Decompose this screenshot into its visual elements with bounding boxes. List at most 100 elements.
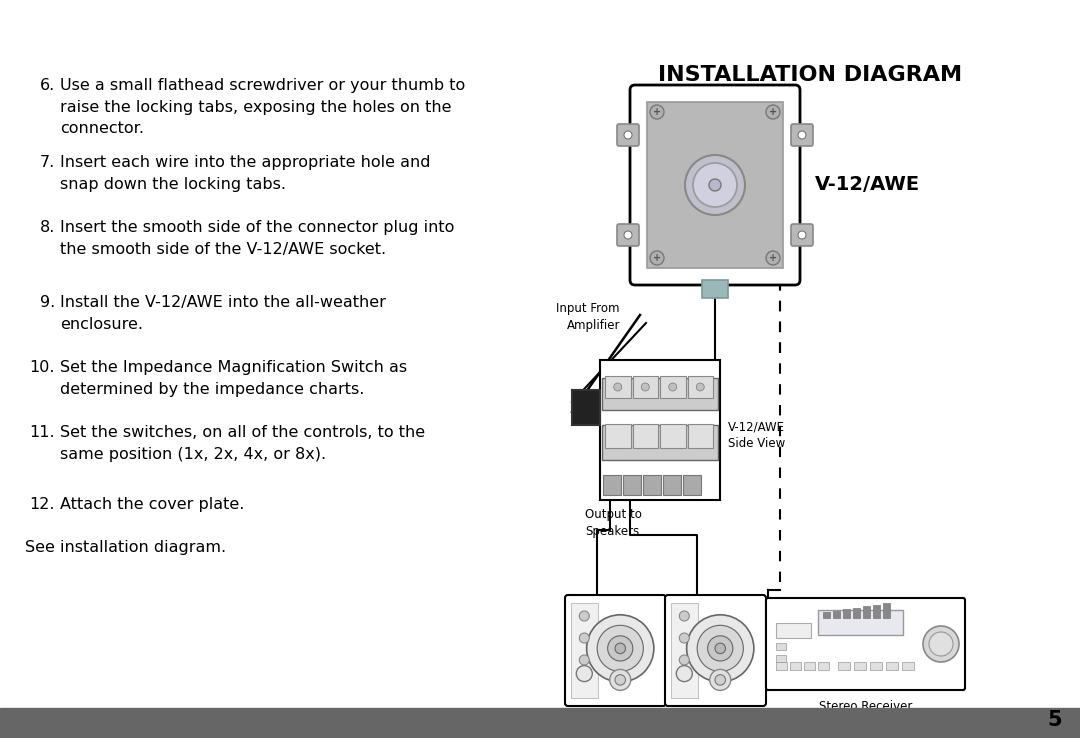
FancyBboxPatch shape [766,598,966,690]
Bar [873,604,880,618]
FancyBboxPatch shape [665,595,766,706]
Bar [804,662,815,670]
Bar [571,603,597,698]
Bar [902,662,914,670]
Circle shape [766,251,780,265]
Bar [818,662,829,670]
Bar [647,102,783,268]
Circle shape [697,383,704,391]
Text: Use a small flathead screwdriver or your thumb to
raise the locking tabs, exposi: Use a small flathead screwdriver or your… [60,78,465,137]
Text: +: + [653,107,661,117]
Text: +: + [769,253,778,263]
Circle shape [586,615,653,682]
Bar [789,662,801,670]
Bar [605,376,631,398]
Text: V-12/AWE
Side View: V-12/AWE Side View [728,420,785,450]
Bar [671,603,698,698]
Text: +: + [769,107,778,117]
Circle shape [693,163,737,207]
Bar [838,662,850,670]
Circle shape [715,675,726,685]
FancyBboxPatch shape [630,85,800,285]
Text: Set the switches, on all of the controls, to the
same position (1x, 2x, 4x, or 8: Set the switches, on all of the controls… [60,425,426,461]
Bar [600,360,720,500]
Circle shape [624,231,632,239]
Circle shape [615,675,625,685]
Bar [660,376,686,398]
Circle shape [798,231,806,239]
Circle shape [687,615,754,682]
Text: 8.: 8. [40,220,55,235]
Bar [777,662,787,670]
Circle shape [715,643,726,654]
Circle shape [698,625,743,672]
Circle shape [766,105,780,119]
Text: Stereo Receiver: Stereo Receiver [819,700,913,713]
Text: 9.: 9. [40,295,55,310]
Text: 7.: 7. [40,155,55,170]
Circle shape [685,155,745,215]
Circle shape [669,383,677,391]
Text: V-12/AWE: V-12/AWE [815,176,920,195]
Circle shape [579,655,590,665]
Bar [633,424,658,448]
Circle shape [650,105,664,119]
Bar [605,424,631,448]
Text: Attach the cover plate.: Attach the cover plate. [60,497,244,512]
Text: +: + [653,253,661,263]
Circle shape [608,636,633,661]
Circle shape [676,666,692,682]
Text: INSTALLATION DIAGRAM: INSTALLATION DIAGRAM [658,65,962,85]
Text: 11.: 11. [29,425,55,440]
Bar [643,475,661,495]
Bar [777,643,786,650]
Bar [602,378,718,410]
Circle shape [613,383,622,391]
Bar [853,607,860,618]
Circle shape [710,669,731,691]
Circle shape [679,633,689,643]
Bar [870,662,882,670]
Bar [883,603,890,618]
Circle shape [679,655,689,665]
Bar [702,280,728,298]
Bar [777,655,786,662]
Circle shape [579,633,590,643]
Bar [854,662,866,670]
FancyBboxPatch shape [791,224,813,246]
Text: 10.: 10. [29,360,55,375]
Text: Speakers: Speakers [638,715,692,728]
Bar [777,623,811,638]
Bar [623,475,642,495]
FancyBboxPatch shape [617,224,639,246]
Text: Insert each wire into the appropriate hole and
snap down the locking tabs.: Insert each wire into the appropriate ho… [60,155,431,192]
Text: Output to
Speakers: Output to Speakers [585,508,642,538]
Text: Insert the smooth side of the connector plug into
the smooth side of the V-12/AW: Insert the smooth side of the connector … [60,220,455,257]
Circle shape [798,131,806,139]
Text: 12.: 12. [29,497,55,512]
Circle shape [929,632,953,656]
Bar [683,475,701,495]
Circle shape [577,666,592,682]
Circle shape [642,383,649,391]
FancyBboxPatch shape [791,124,813,146]
Circle shape [650,251,664,265]
Circle shape [579,611,590,621]
Bar [602,425,718,460]
Text: Input From
Amplifier: Input From Amplifier [556,302,620,332]
Bar [688,424,713,448]
Bar [843,609,850,618]
FancyBboxPatch shape [565,595,666,706]
Circle shape [615,643,625,654]
Circle shape [708,179,721,191]
Bar [818,610,903,635]
Bar [833,610,840,618]
Bar [886,662,897,670]
Circle shape [597,625,644,672]
Bar [663,475,681,495]
FancyBboxPatch shape [617,124,639,146]
Circle shape [624,131,632,139]
Bar [633,376,658,398]
Bar [863,606,870,618]
Circle shape [679,611,689,621]
